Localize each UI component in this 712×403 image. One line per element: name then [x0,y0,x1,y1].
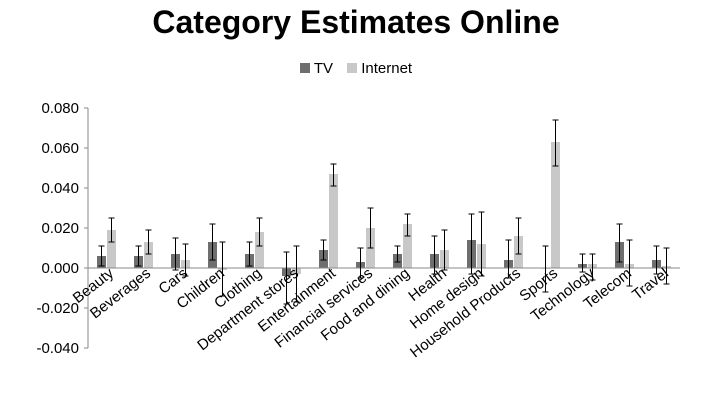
legend-swatch-internet [347,63,358,73]
legend-swatch-tv [299,63,310,73]
bar-internet [255,232,264,268]
y-tick-label: -0.020 [36,300,79,317]
bar-internet [403,224,412,268]
bar-internet [144,242,153,268]
bar-internet [107,230,116,268]
bar-internet [551,142,560,268]
y-tick-label: 0.040 [41,180,79,197]
y-tick-label: 0.020 [41,220,79,237]
legend: TV Internet [0,60,712,77]
bar-internet [329,174,338,268]
y-tick-label: -0.040 [36,340,79,357]
legend-label-internet: Internet [361,60,413,77]
y-tick-label: 0.060 [41,140,79,157]
y-tick-label: 0.000 [41,260,79,277]
chart-title: Category Estimates Online [152,4,560,40]
legend-item-tv: TV [299,60,334,77]
legend-item-internet: Internet [347,60,412,77]
legend-label-tv: TV [313,60,334,77]
y-tick-label: 0.080 [41,100,79,117]
